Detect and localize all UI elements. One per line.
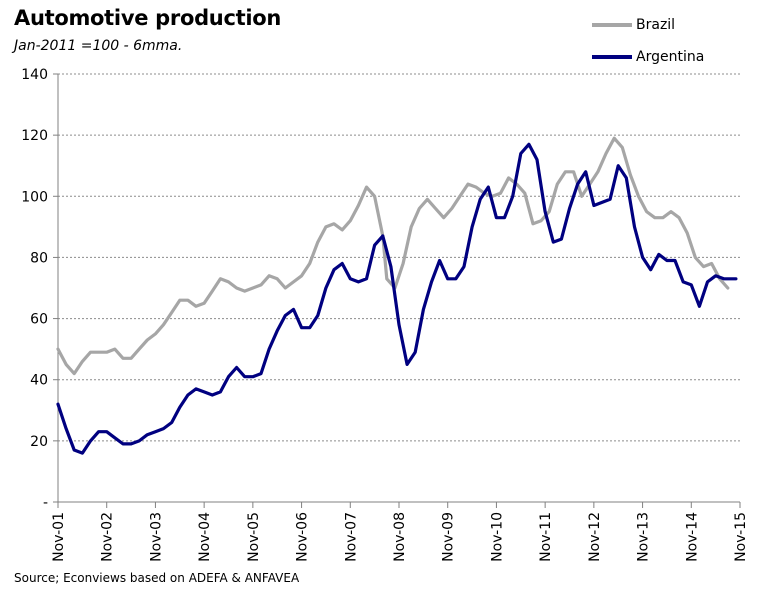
y-tick-label-0: - [43, 495, 48, 511]
x-tick-label-Nov-09: Nov-09 [441, 512, 457, 562]
x-tick-label-Nov-08: Nov-08 [392, 512, 408, 562]
x-tick-label-Nov-13: Nov-13 [636, 512, 652, 562]
legend-swatch-brazil [592, 23, 632, 27]
x-tick-label-Nov-03: Nov-03 [148, 512, 164, 562]
x-tick-label-Nov-10: Nov-10 [489, 512, 505, 562]
y-tick-label-80: 80 [30, 250, 48, 266]
x-tick-label-Nov-05: Nov-05 [246, 512, 262, 562]
x-tick-label-Nov-07: Nov-07 [343, 512, 359, 562]
legend-item-argentina: Argentina [592, 47, 704, 67]
chart-title: Automotive production [14, 6, 282, 30]
x-tick-label-Nov-02: Nov-02 [100, 512, 116, 562]
x-tick-label-Nov-14: Nov-14 [684, 512, 700, 562]
y-tick-label-100: 100 [21, 189, 48, 205]
legend-label-argentina: Argentina [636, 49, 705, 65]
x-tick-label-Nov-06: Nov-06 [295, 512, 311, 562]
y-tick-label-140: 140 [21, 67, 48, 83]
chart-subtitle: Jan-2011 =100 - 6mma. [14, 38, 183, 54]
legend-item-brazil: Brazil [592, 15, 675, 35]
y-tick-label-40: 40 [30, 373, 48, 389]
series-line-argentina [56, 142, 738, 455]
legend-swatch-argentina [592, 55, 632, 59]
chart-source: Source; Econviews based on ADEFA & ANFAV… [14, 571, 300, 585]
y-tick-label-20: 20 [30, 434, 48, 450]
y-tick-label-120: 120 [21, 128, 48, 144]
legend-label-brazil: Brazil [636, 17, 676, 33]
x-tick-label-Nov-15: Nov-15 [733, 512, 749, 562]
x-tick-label-Nov-01: Nov-01 [51, 512, 67, 562]
y-tick-label-60: 60 [30, 312, 48, 328]
x-tick-label-Nov-12: Nov-12 [587, 512, 603, 562]
x-tick-label-Nov-11: Nov-11 [538, 512, 554, 562]
series-line-brazil [56, 136, 730, 376]
x-tick-label-Nov-04: Nov-04 [197, 512, 213, 562]
